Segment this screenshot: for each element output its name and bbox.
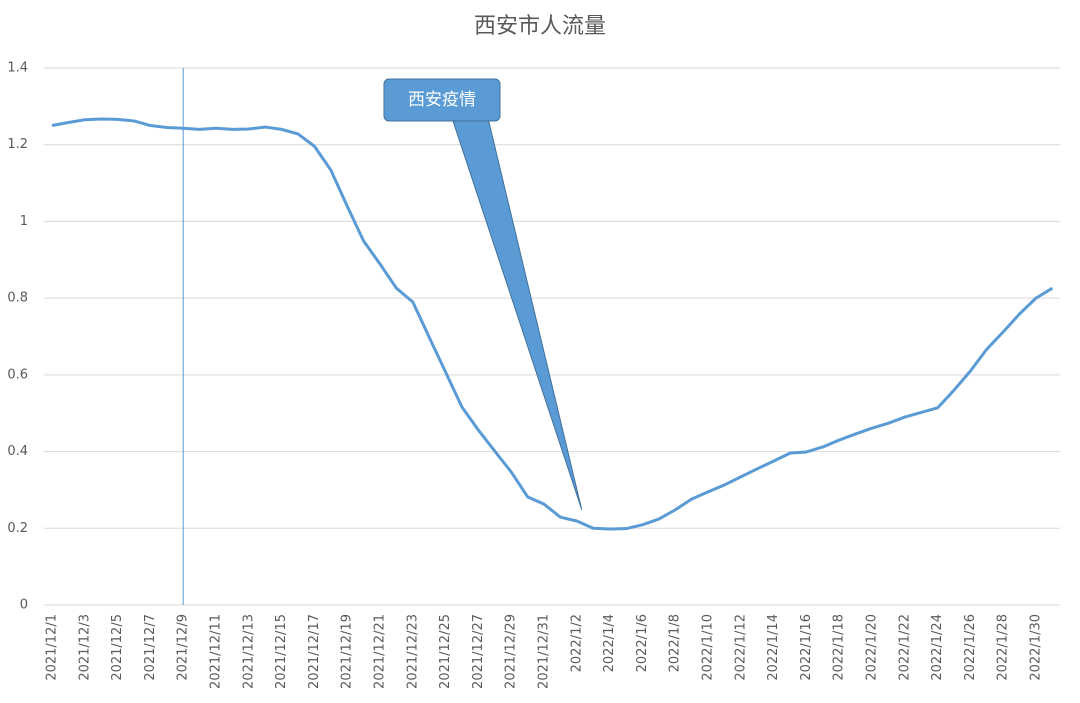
y-tick-label: 0 bbox=[20, 598, 28, 613]
x-tick-label: 2022/1/6 bbox=[635, 614, 650, 672]
x-tick-label: 2022/1/20 bbox=[865, 614, 880, 681]
x-tick-label: 2022/1/24 bbox=[930, 614, 945, 681]
y-tick-label: 0.8 bbox=[7, 291, 28, 306]
callout-box bbox=[383, 78, 501, 122]
x-tick-label: 2022/1/22 bbox=[897, 614, 912, 681]
x-tick-label: 2022/1/30 bbox=[1029, 614, 1044, 681]
x-tick-label: 2022/1/10 bbox=[701, 614, 716, 681]
y-tick-label: 0.6 bbox=[7, 367, 28, 382]
chart-title: 西安市人流量 bbox=[474, 14, 606, 39]
x-tick-label: 2022/1/8 bbox=[668, 614, 683, 672]
line-series bbox=[51, 117, 1054, 531]
x-tick-label: 2021/12/5 bbox=[110, 614, 125, 681]
x-tick-label: 2021/12/21 bbox=[373, 614, 388, 689]
x-tick-label: 2021/12/3 bbox=[77, 614, 92, 681]
x-tick-label: 2022/1/28 bbox=[996, 614, 1011, 681]
x-tick-label: 2022/1/12 bbox=[733, 614, 748, 681]
x-tick-label: 2022/1/26 bbox=[963, 614, 978, 681]
y-tick-label: 1 bbox=[20, 214, 28, 229]
x-tick-label: 2021/12/19 bbox=[340, 614, 355, 689]
x-tick-label: 2022/1/4 bbox=[602, 614, 617, 672]
y-tick-label: 0.4 bbox=[7, 444, 28, 459]
x-tick-label: 2021/12/31 bbox=[537, 614, 552, 689]
x-tick-label: 2021/12/11 bbox=[209, 614, 224, 689]
x-tick-label: 2022/1/16 bbox=[799, 614, 814, 681]
x-tick-label: 2021/12/1 bbox=[45, 614, 60, 681]
x-tick-label: 2021/12/9 bbox=[176, 614, 191, 681]
y-tick-label: 1.4 bbox=[7, 61, 28, 76]
callout-text: 西安疫情 bbox=[408, 90, 476, 110]
x-tick-label: 2021/12/17 bbox=[307, 614, 322, 689]
x-tick-label: 2021/12/23 bbox=[405, 614, 420, 689]
x-tick-label: 2021/12/25 bbox=[438, 614, 453, 689]
x-tick-label: 2021/12/29 bbox=[504, 614, 519, 689]
x-tick-label: 2021/12/15 bbox=[274, 614, 289, 689]
x-tick-label: 2022/1/14 bbox=[766, 614, 781, 681]
x-tick-label: 2022/1/18 bbox=[832, 614, 847, 681]
x-tick-label: 2021/12/13 bbox=[241, 614, 256, 689]
x-tick-label: 2021/12/7 bbox=[143, 614, 158, 681]
x-tick-label: 2022/1/2 bbox=[569, 614, 584, 672]
y-tick-label: 0.2 bbox=[7, 521, 28, 536]
y-tick-label: 1.2 bbox=[7, 137, 28, 152]
x-tick-label: 2021/12/27 bbox=[471, 614, 486, 689]
callout: 西安疫情 bbox=[383, 78, 583, 511]
